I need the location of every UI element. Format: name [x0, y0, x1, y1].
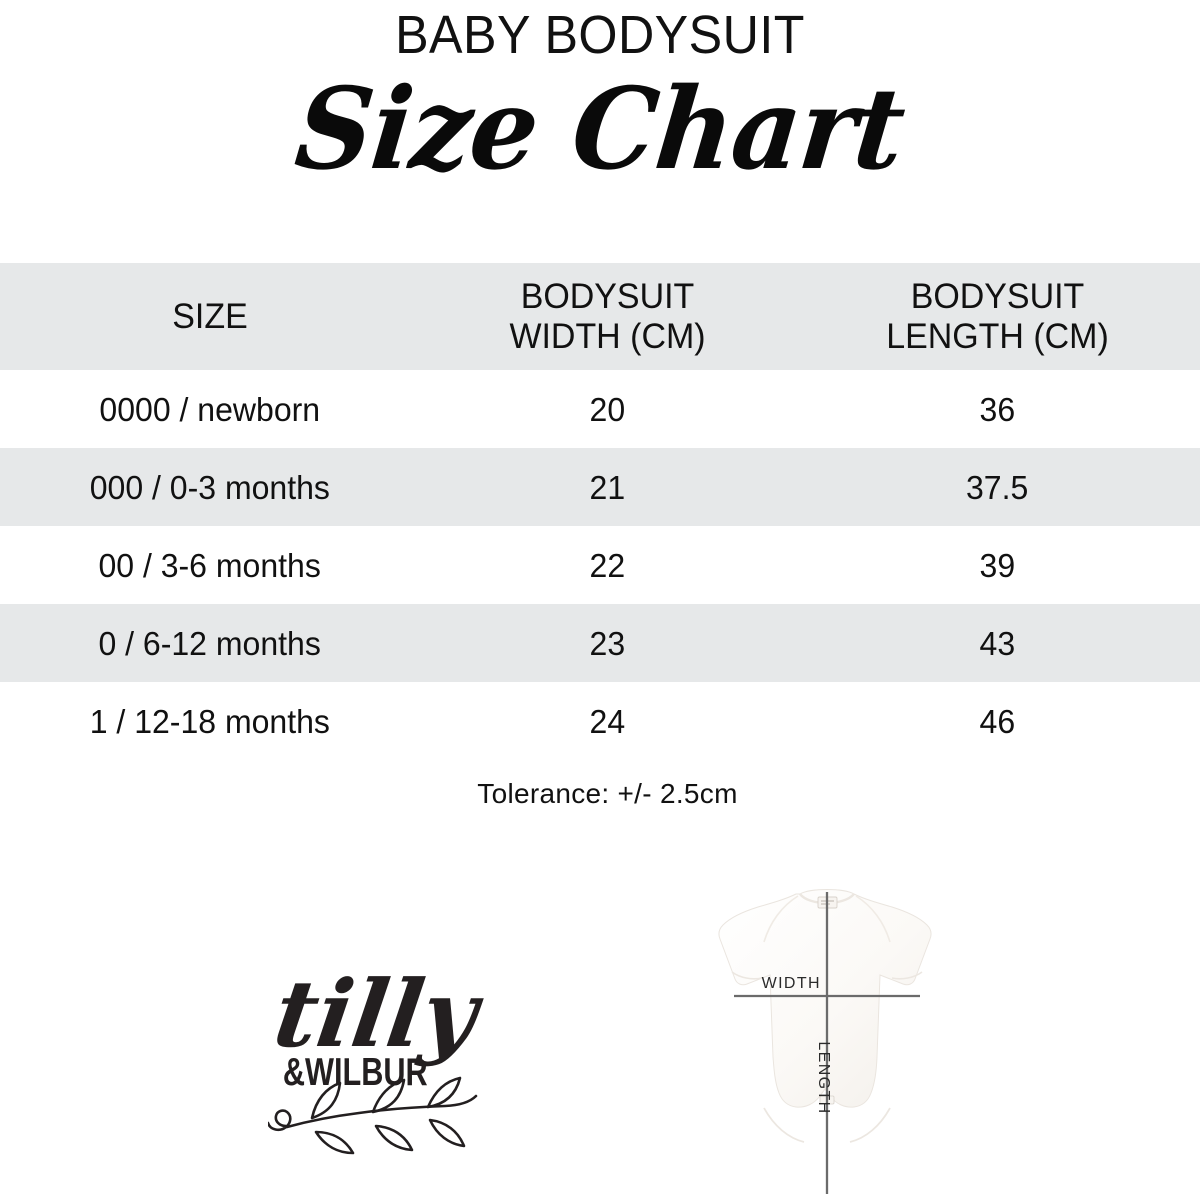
cell-length-value: 39	[979, 546, 1016, 584]
cell-size: 00 / 3-6 months	[0, 526, 420, 604]
cell-length-value: 37.5	[966, 468, 1029, 506]
cell-width-value: 24	[589, 702, 626, 740]
width-label: WIDTH	[762, 975, 821, 992]
table-row: 1 / 12-18 months 24 46	[0, 682, 1200, 760]
logo-script-text: tilly	[268, 959, 489, 1067]
cell-size-value: 000 / 0-3 months	[89, 468, 331, 506]
cell-size: 0 / 6-12 months	[0, 604, 420, 682]
cell-length-value: 43	[979, 624, 1016, 662]
cell-length: 36	[795, 370, 1200, 448]
page-title: BABY BODYSUIT	[395, 5, 805, 65]
title-block: BABY BODYSUIT Size Chart	[0, 5, 1200, 195]
table-header-row: SIZE BODYSUIT WIDTH (CM) BODYSUIT LENGTH…	[0, 263, 1200, 370]
cell-size: 0000 / newborn	[0, 370, 420, 448]
table-row: 0000 / newborn 20 36	[0, 370, 1200, 448]
column-header-size-line1: SIZE	[172, 296, 248, 336]
logo-sub-text: &WILBUR	[283, 1051, 428, 1094]
cell-width-value: 21	[589, 468, 626, 506]
cell-width: 21	[420, 448, 795, 526]
cell-size-value: 1 / 12-18 months	[89, 702, 331, 740]
cell-size-value: 0000 / newborn	[99, 390, 321, 428]
cell-length-value: 46	[979, 702, 1016, 740]
brand-logo: tilly &WILBUR	[268, 940, 518, 1175]
cell-width: 20	[420, 370, 795, 448]
cell-width: 23	[420, 604, 795, 682]
table-row: 000 / 0-3 months 21 37.5	[0, 448, 1200, 526]
cell-length: 46	[795, 682, 1200, 760]
column-header-bodysuit-width: BODYSUIT WIDTH (CM)	[420, 263, 795, 370]
cell-length: 43	[795, 604, 1200, 682]
cell-width: 22	[420, 526, 795, 604]
column-header-width-line1: BODYSUIT	[520, 277, 695, 317]
length-label: LENGTH	[815, 1041, 832, 1114]
cell-size: 000 / 0-3 months	[0, 448, 420, 526]
column-header-length-line1: BODYSUIT	[910, 277, 1085, 317]
cell-width-value: 23	[589, 624, 626, 662]
cell-size-value: 0 / 6-12 months	[98, 624, 322, 662]
tolerance-note: Tolerance: +/- 2.5cm	[477, 778, 738, 809]
table-row: 0 / 6-12 months 23 43	[0, 604, 1200, 682]
cell-width-value: 22	[589, 546, 626, 584]
size-chart-table: SIZE BODYSUIT WIDTH (CM) BODYSUIT LENGTH…	[0, 263, 1200, 760]
cell-width-value: 20	[589, 390, 626, 428]
measurement-guides	[734, 892, 920, 1194]
column-header-size: SIZE	[0, 263, 420, 370]
script-subtitle: Size Chart	[289, 62, 911, 195]
table-row: 00 / 3-6 months 22 39	[0, 526, 1200, 604]
leaf-branch-icon	[268, 1076, 478, 1155]
cell-width: 24	[420, 682, 795, 760]
cell-size: 1 / 12-18 months	[0, 682, 420, 760]
column-header-bodysuit-length: BODYSUIT LENGTH (CM)	[795, 263, 1200, 370]
cell-size-value: 00 / 3-6 months	[98, 546, 322, 584]
cell-length: 37.5	[795, 448, 1200, 526]
column-header-width-line2: WIDTH (CM)	[509, 316, 706, 356]
column-header-length-line2: LENGTH (CM)	[886, 316, 1109, 356]
cell-length-value: 36	[979, 390, 1016, 428]
bodysuit-illustration: WIDTH LENGTH	[672, 872, 982, 1202]
cell-length: 39	[795, 526, 1200, 604]
